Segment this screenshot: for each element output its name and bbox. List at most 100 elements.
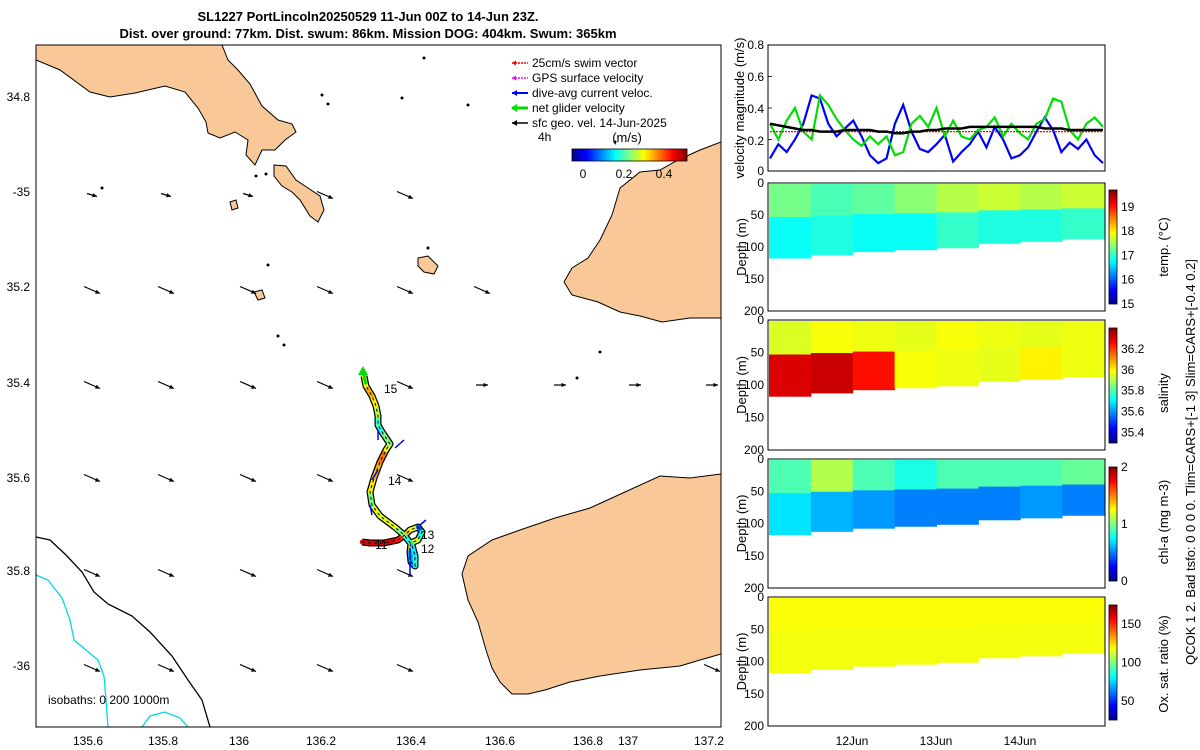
geo-arrowhead bbox=[251, 572, 256, 577]
section-cell bbox=[978, 210, 1021, 244]
section-colorbar bbox=[1108, 466, 1118, 582]
glider-track bbox=[358, 366, 427, 575]
depth-tick: 200 bbox=[744, 581, 764, 595]
section-cell bbox=[978, 460, 1021, 488]
qc-side-note: QCOK 1 2. Bad tsfo: 0 0 0 0. Tlim=CARS+[… bbox=[1183, 259, 1198, 665]
colorbar-tick: 35.6 bbox=[1121, 405, 1145, 419]
vel-ytick: 0.8 bbox=[747, 38, 764, 52]
depth-tick: 50 bbox=[751, 346, 765, 360]
map-x-axis: 135.6 135.8 136 136.2 136.4 136.6 136.8 … bbox=[73, 734, 724, 748]
depth-tick: 200 bbox=[744, 304, 764, 318]
geo-arrowhead bbox=[251, 384, 256, 389]
section-cell bbox=[852, 628, 896, 667]
section-cell bbox=[894, 213, 937, 251]
current-arrow bbox=[394, 439, 405, 449]
geo-arrowhead bbox=[169, 572, 174, 577]
geo-arrowhead bbox=[328, 572, 333, 577]
section-cell bbox=[769, 598, 812, 633]
section-cell bbox=[769, 493, 812, 536]
section-cell bbox=[1062, 484, 1105, 516]
depth-tick: 100 bbox=[744, 517, 764, 531]
section-salinity: 0 50 100 150 200 Depth (m) 35.4 35.6 35.8 36 36.2 bbox=[734, 313, 1145, 457]
section-cell bbox=[936, 598, 979, 628]
isobath-legend: isobaths: 0 200 1000m bbox=[48, 693, 169, 707]
section-cell bbox=[769, 216, 812, 259]
geo-arrowhead bbox=[328, 667, 333, 672]
geo-arrowhead bbox=[561, 382, 566, 388]
depth-tick: 100 bbox=[744, 240, 764, 254]
section-cell bbox=[810, 215, 854, 256]
velocity-panel: 0.8 0.6 0.4 0.2 0 velocity magnitude (m/… bbox=[732, 38, 1106, 178]
section-cell bbox=[936, 488, 979, 525]
geo-arrowhead bbox=[408, 477, 413, 482]
track-label-day-11: 11 bbox=[375, 538, 388, 552]
colorbar-tick: 15 bbox=[1121, 297, 1135, 311]
lat-tick: -36 bbox=[13, 659, 31, 673]
lon-tick: 137.2 bbox=[694, 734, 724, 748]
section-cell bbox=[769, 354, 812, 397]
lat-tick: 35.2 bbox=[7, 280, 31, 294]
geo-arrowhead bbox=[408, 289, 413, 294]
section-cell bbox=[852, 321, 896, 353]
time-tick: 12Jun bbox=[836, 734, 869, 748]
depth-tick: 100 bbox=[744, 655, 764, 669]
colorbar-title: (m/s) bbox=[612, 130, 642, 145]
section-cell bbox=[978, 184, 1021, 212]
section-cell bbox=[1020, 346, 1063, 380]
geo-arrowhead bbox=[328, 477, 333, 482]
legend-label-swim: 25cm/s swim vector bbox=[532, 56, 637, 70]
land-southeast bbox=[461, 473, 721, 695]
chl-cbar-label: chl-a (mg m-3) bbox=[1156, 480, 1171, 565]
geo-arrowhead bbox=[95, 289, 100, 294]
colorbar-tick: 17 bbox=[1121, 248, 1135, 262]
geo-arrowhead bbox=[166, 193, 171, 198]
current-arrow bbox=[419, 519, 427, 526]
section-cell bbox=[1020, 623, 1063, 657]
geo-arrowhead bbox=[328, 384, 333, 389]
depth-tick: 50 bbox=[751, 484, 765, 498]
depth-label: Depth (m) bbox=[734, 218, 749, 276]
section-cell bbox=[894, 489, 937, 527]
geo-arrowhead bbox=[169, 289, 174, 294]
map-content bbox=[36, 45, 721, 727]
depth-tick: 150 bbox=[744, 272, 764, 286]
section-cell bbox=[769, 321, 812, 356]
track-label-day-14: 14 bbox=[388, 474, 402, 488]
geo-arrowhead bbox=[95, 384, 100, 389]
section-cell bbox=[852, 351, 896, 391]
land-island-3 bbox=[253, 289, 266, 301]
section-cell bbox=[1020, 209, 1063, 242]
land-island-4 bbox=[229, 199, 239, 211]
section-cell bbox=[894, 460, 937, 491]
section-chl-a: 0 50 100 150 200 Depth (m) 0 1 2 bbox=[734, 452, 1128, 595]
geo-arrowhead bbox=[248, 193, 253, 198]
section-cell bbox=[978, 598, 1021, 626]
arrow-icon bbox=[512, 90, 517, 96]
section-cell bbox=[894, 627, 937, 665]
track-label-day-13: 13 bbox=[421, 528, 435, 542]
geo-arrowhead bbox=[485, 289, 490, 294]
section-cell bbox=[936, 349, 979, 387]
lat-tick: -35 bbox=[13, 185, 31, 199]
land-island-2 bbox=[417, 255, 439, 275]
map-legend: 25cm/s swim vector GPS surface velocity … bbox=[511, 56, 667, 144]
legend-label-geo: sfc geo. vel. 14-Jun-2025 bbox=[532, 116, 667, 130]
section-cell bbox=[1062, 598, 1105, 624]
lon-tick: 136.2 bbox=[306, 734, 336, 748]
section-cell bbox=[852, 184, 896, 216]
geo-arrowhead bbox=[408, 194, 413, 199]
land-island-1 bbox=[273, 164, 325, 223]
geo-arrowhead bbox=[328, 289, 333, 294]
section-cell bbox=[894, 350, 937, 389]
section-cell bbox=[810, 353, 854, 394]
geo-arrowhead bbox=[92, 193, 97, 198]
isobath-1000m bbox=[36, 574, 109, 727]
geo-arrowhead bbox=[328, 194, 333, 199]
vel-ytick: 0.4 bbox=[747, 102, 764, 116]
geo-arrowhead bbox=[408, 384, 413, 389]
velocity-lines bbox=[768, 76, 1104, 165]
depth-tick: 0 bbox=[757, 590, 764, 604]
geo-arrowhead bbox=[95, 667, 100, 672]
section-cell bbox=[978, 321, 1021, 349]
geo-arrowhead bbox=[251, 477, 256, 482]
